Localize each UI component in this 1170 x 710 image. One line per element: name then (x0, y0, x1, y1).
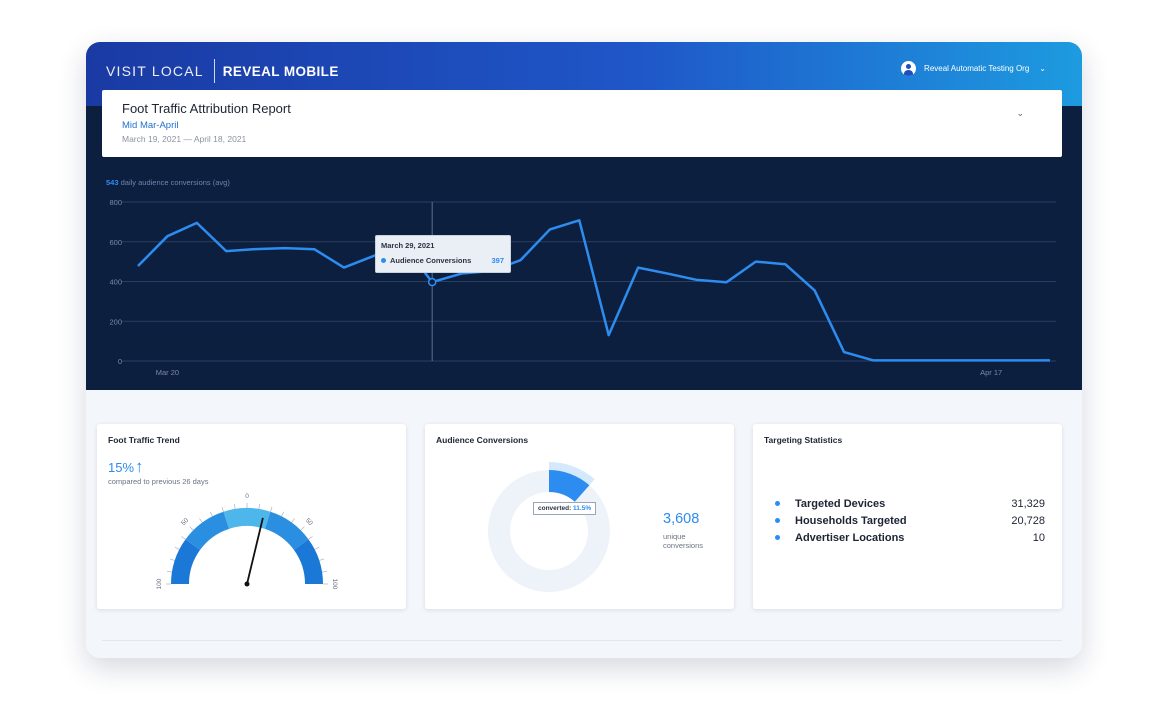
brand-divider (213, 59, 215, 83)
gauge-tick (281, 511, 285, 517)
y-tick-label: 0 (118, 357, 122, 366)
gauge-segment (223, 508, 271, 529)
tooltip-date: March 29, 2021 (381, 241, 435, 250)
gauge-segment (171, 539, 201, 584)
gauge-tick (258, 503, 261, 509)
gauge-segment (293, 539, 323, 584)
footer-divider (102, 640, 1062, 641)
gauge-tick (174, 546, 180, 550)
unique-conversions-label: unique conversions (663, 532, 704, 550)
gauge-tick (166, 570, 172, 573)
brand-logo[interactable]: VISIT LOCAL REVEAL MOBILE (106, 59, 339, 83)
foot-traffic-trend-card: Foot Traffic Trend 15% ↑ compared to pre… (97, 424, 406, 609)
org-switcher[interactable]: Reveal Automatic Testing Org ⌄ (901, 61, 1046, 76)
converted-label: converted: 11.5% (533, 502, 597, 515)
tooltip-label: Audience Conversions (390, 256, 472, 265)
gauge-tick (233, 503, 236, 509)
y-tick-label: 600 (109, 238, 122, 247)
gauge-tick (199, 518, 203, 523)
chevron-down-icon: ⌄ (1039, 64, 1046, 73)
conversions-summary: 543 daily audience conversions (avg) (106, 178, 230, 187)
gauge-hub (244, 581, 250, 587)
converted-tag-label: converted: (538, 505, 572, 512)
bullet-icon (775, 501, 780, 506)
y-tick-label: 800 (109, 198, 122, 207)
gauge-needle (246, 517, 264, 585)
line-chart[interactable]: 0 200 400 600 800 Mar 20 Apr 17 (86, 106, 1082, 390)
gauge-tick (308, 536, 313, 540)
gauge-tick (169, 558, 175, 561)
donut-track (488, 470, 610, 592)
stat-row: Advertiser Locations 10 (775, 529, 1045, 546)
conversions-avg-label: daily audience conversions (avg) (120, 178, 230, 187)
gauge-label: 100 (156, 578, 163, 589)
gauge-tick (319, 558, 325, 561)
gauge-segment (185, 511, 230, 550)
x-tick-label: Apr 17 (980, 368, 1002, 377)
gauge-tick (181, 536, 186, 540)
report-title: Foot Traffic Attribution Report (122, 101, 291, 116)
gauge-tick (221, 506, 224, 512)
user-avatar-icon (901, 61, 917, 76)
stat-value: 31,329 (1011, 497, 1045, 510)
card-title: Foot Traffic Trend (108, 435, 180, 445)
tooltip-value: 397 (491, 256, 504, 265)
stat-label: Households Targeted (795, 514, 907, 527)
arrow-up-icon: ↑ (135, 457, 144, 476)
conversions-avg-value: 543 (106, 178, 119, 187)
highlighted-data-point[interactable] (427, 277, 437, 287)
brand-visit-local: VISIT LOCAL (106, 63, 204, 79)
conversions-donut (488, 462, 610, 592)
series-line-audience-conversions[interactable] (137, 219, 1050, 362)
stat-value: 10 (1032, 531, 1045, 544)
tooltip-row: Audience Conversions 397 (381, 256, 504, 265)
y-tick-label: 400 (109, 278, 122, 287)
bullet-icon (775, 535, 780, 540)
stat-value: 20,728 (1011, 514, 1045, 527)
stat-row: Targeted Devices 31,329 (775, 495, 1045, 512)
card-title: Targeting Statistics (764, 435, 843, 445)
audience-conversions-card: Audience Conversions converted: 11.5% 3,… (425, 424, 734, 609)
stat-row: Households Targeted 20,728 (775, 512, 1045, 529)
bullet-icon (775, 518, 780, 523)
gauge-tick (189, 526, 194, 531)
gauge-label: 50 (180, 517, 190, 527)
gauge-label: 0 (245, 493, 249, 500)
gauge-label: 100 (331, 579, 338, 590)
chart-tooltip: March 29, 2021 Audience Conversions 397 (375, 235, 511, 273)
series-dot-icon (381, 258, 386, 263)
app-window: VISIT LOCAL REVEAL MOBILE Reveal Automat… (86, 42, 1082, 658)
card-title: Audience Conversions (436, 435, 529, 445)
brand-reveal-mobile: REVEAL MOBILE (222, 63, 339, 79)
stats-list: Targeted Devices 31,329 Households Targe… (775, 495, 1045, 546)
report-subtitle: Mid Mar-April (122, 120, 179, 131)
gauge-segment (264, 511, 309, 550)
gauge-tick (209, 511, 213, 517)
gauge-tick (314, 546, 320, 550)
converted-tag-value: 11.5% (573, 505, 592, 512)
targeting-statistics-card: Targeting Statistics Targeted Devices 31… (753, 424, 1062, 609)
donut-slice-converted (549, 470, 590, 502)
trend-subtitle: compared to previous 26 days (108, 477, 209, 486)
report-selector[interactable]: Foot Traffic Attribution Report Mid Mar-… (102, 90, 1062, 157)
unique-conversions-value: 3,608 (663, 511, 700, 527)
gauge-tick (300, 526, 305, 531)
trend-gauge: 100 50 0 50 100 (156, 493, 338, 590)
report-chevron-down-icon[interactable]: ⌄ (1016, 108, 1024, 118)
report-date-range: March 19, 2021 — April 18, 2021 (122, 134, 247, 144)
org-name: Reveal Automatic Testing Org (924, 64, 1030, 73)
stat-label: Advertiser Locations (795, 531, 905, 544)
gauge-tick (270, 506, 273, 512)
stat-label: Targeted Devices (795, 497, 886, 510)
gauge-label: 50 (304, 517, 314, 527)
gauge-tick (322, 570, 328, 573)
x-tick-label: Mar 20 (156, 368, 179, 377)
trend-percent: 15% (108, 460, 135, 475)
gauge-tick (291, 518, 295, 523)
y-tick-label: 200 (109, 317, 122, 326)
